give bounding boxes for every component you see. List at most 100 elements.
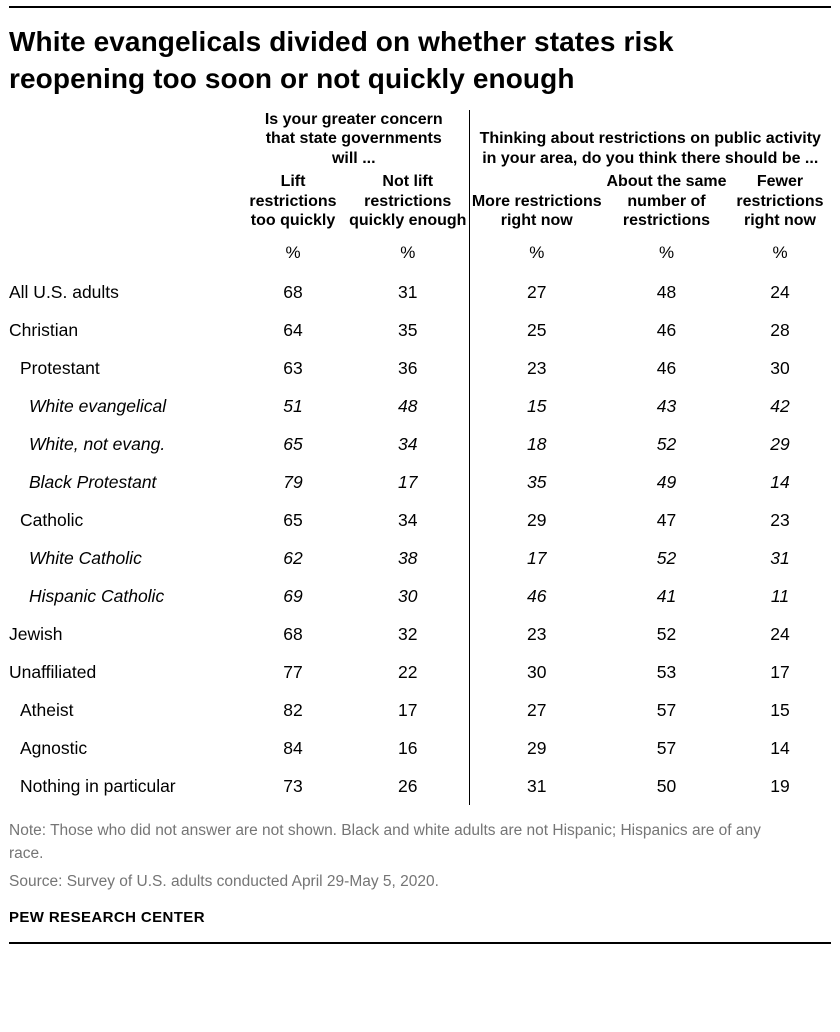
value-cell: 47 (656, 509, 677, 530)
unit-cell: % (400, 243, 416, 262)
label-col-spacer (9, 170, 239, 235)
row-label: Jewish (9, 623, 63, 644)
value-cell: 30 (468, 653, 604, 691)
value-cell: 46 (468, 577, 604, 615)
column-group-1-label: Is your greater concern that state gover… (264, 110, 443, 167)
value-cell: 63 (283, 357, 303, 378)
value-cell: 27 (468, 691, 604, 729)
row-label: Black Protestant (29, 471, 157, 492)
table-row: White Catholic 62 38 17 52 31 (9, 539, 831, 577)
column-header-fewer: Fewer restrictions right now (736, 173, 824, 230)
row-label: Hispanic Catholic (29, 585, 165, 606)
value-cell: 17 (468, 539, 604, 577)
unit-cell: % (658, 243, 675, 262)
value-cell: 31 (770, 547, 790, 568)
value-cell: 22 (398, 661, 418, 682)
value-cell: 11 (770, 585, 790, 606)
value-cell: 65 (283, 433, 303, 454)
table-row: Nothing in particular 73 26 31 50 19 (9, 767, 831, 805)
top-rule (9, 6, 831, 8)
value-cell: 57 (656, 737, 677, 758)
value-cell: 46 (656, 357, 677, 378)
column-header-row: Lift restrictions too quickly Not lift r… (9, 170, 831, 235)
value-cell: 62 (283, 547, 303, 568)
source-text: Source: Survey of U.S. adults conducted … (9, 872, 439, 890)
value-cell: 15 (468, 387, 604, 425)
value-cell: 19 (770, 775, 790, 796)
label-col-spacer (9, 110, 239, 171)
value-cell: 64 (283, 319, 303, 340)
value-cell: 82 (283, 699, 303, 720)
data-table: Is your greater concern that state gover… (9, 109, 831, 805)
value-cell: 43 (656, 395, 677, 416)
value-cell: 52 (656, 547, 677, 568)
notes-block: Note: Those who did not answer are not s… (9, 819, 799, 893)
row-label: Protestant (20, 357, 100, 378)
value-cell: 52 (656, 433, 677, 454)
table-row: All U.S. adults 68 31 27 48 24 (9, 273, 831, 311)
table-body: All U.S. adults 68 31 27 48 24 Christian 64 35 25… (9, 273, 831, 805)
value-cell: 79 (283, 471, 303, 492)
value-cell: 15 (770, 699, 790, 720)
value-cell: 27 (468, 273, 604, 311)
value-cell: 14 (770, 471, 790, 492)
value-cell: 14 (770, 737, 790, 758)
value-cell: 29 (468, 729, 604, 767)
value-cell: 48 (656, 281, 677, 302)
row-label: Catholic (20, 509, 84, 530)
unit-cell: % (468, 235, 604, 273)
value-cell: 29 (468, 501, 604, 539)
page: White evangelicals divided on whether st… (0, 6, 840, 944)
value-cell: 34 (398, 509, 418, 530)
column-header-not-lift: Not lift restrictions quickly enough (349, 173, 467, 230)
row-label: Agnostic (20, 737, 88, 758)
bottom-rule (9, 941, 831, 944)
value-cell: 18 (468, 425, 604, 463)
value-cell: 29 (770, 433, 790, 454)
value-cell: 42 (770, 395, 790, 416)
brand-footer: PEW RESEARCH CENTER (9, 908, 205, 926)
column-header-more: More restrictions right now (468, 170, 604, 235)
table-row: Hispanic Catholic 69 30 46 41 11 (9, 577, 831, 615)
value-cell: 77 (283, 661, 303, 682)
value-cell: 65 (283, 509, 303, 530)
value-cell: 68 (283, 281, 303, 302)
value-cell: 32 (398, 623, 418, 644)
value-cell: 16 (398, 737, 418, 758)
value-cell: 17 (398, 471, 418, 492)
value-cell: 69 (283, 585, 303, 606)
column-header-same: About the same number of restrictions (606, 173, 727, 230)
value-cell: 25 (468, 311, 604, 349)
table-row: White evangelical 51 48 15 43 42 (9, 387, 831, 425)
value-cell: 23 (468, 349, 604, 387)
value-cell: 48 (398, 395, 418, 416)
value-cell: 84 (283, 737, 303, 758)
value-cell: 51 (283, 395, 303, 416)
table-row: Unaffiliated 77 22 30 53 17 (9, 653, 831, 691)
unit-cell: % (285, 243, 301, 262)
table-row: Black Protestant 79 17 35 49 14 (9, 463, 831, 501)
value-cell: 35 (398, 319, 418, 340)
value-cell: 68 (283, 623, 303, 644)
value-cell: 30 (770, 357, 790, 378)
value-cell: 17 (398, 699, 418, 720)
value-cell: 34 (398, 433, 418, 454)
table-row: Christian 64 35 25 46 28 (9, 311, 831, 349)
row-label: Atheist (20, 699, 74, 720)
table-row: Protestant 63 36 23 46 30 (9, 349, 831, 387)
value-cell: 30 (398, 585, 418, 606)
unit-row: % % % % % (9, 235, 831, 273)
row-label: Unaffiliated (9, 661, 97, 682)
table-row: Jewish 68 32 23 52 24 (9, 615, 831, 653)
page-title: White evangelicals divided on whether st… (9, 26, 674, 94)
value-cell: 52 (656, 623, 677, 644)
value-cell: 31 (398, 281, 418, 302)
value-cell: 28 (770, 319, 790, 340)
row-label: Christian (9, 319, 79, 340)
value-cell: 73 (283, 775, 303, 796)
row-label: White evangelical (29, 395, 167, 416)
row-label: Nothing in particular (20, 775, 176, 796)
table-row: White, not evang. 65 34 18 52 29 (9, 425, 831, 463)
value-cell: 50 (656, 775, 677, 796)
label-col-spacer (9, 235, 239, 273)
